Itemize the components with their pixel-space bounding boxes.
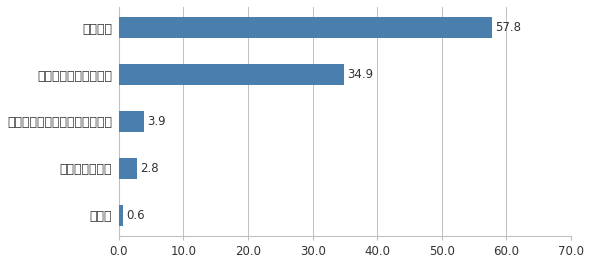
Text: 2.8: 2.8 (140, 162, 159, 175)
Bar (119, 205, 123, 226)
Bar (119, 111, 144, 132)
Text: 3.9: 3.9 (147, 115, 166, 128)
Bar (119, 64, 345, 85)
Bar (119, 158, 137, 179)
Text: 57.8: 57.8 (495, 21, 521, 34)
Bar (119, 17, 492, 38)
Text: 0.6: 0.6 (126, 209, 145, 222)
Text: 34.9: 34.9 (348, 68, 374, 81)
